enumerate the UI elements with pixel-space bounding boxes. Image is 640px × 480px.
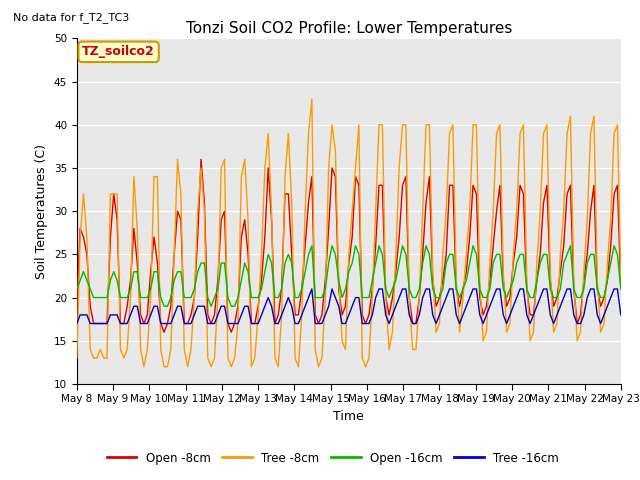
Text: No data for f_T2_TC3: No data for f_T2_TC3: [13, 12, 129, 23]
Text: TZ_soilco2: TZ_soilco2: [82, 45, 155, 58]
X-axis label: Time: Time: [333, 410, 364, 423]
Y-axis label: Soil Temperatures (C): Soil Temperatures (C): [35, 144, 48, 279]
Legend: Open -8cm, Tree -8cm, Open -16cm, Tree -16cm: Open -8cm, Tree -8cm, Open -16cm, Tree -…: [102, 447, 564, 469]
Title: Tonzi Soil CO2 Profile: Lower Temperatures: Tonzi Soil CO2 Profile: Lower Temperatur…: [186, 21, 512, 36]
